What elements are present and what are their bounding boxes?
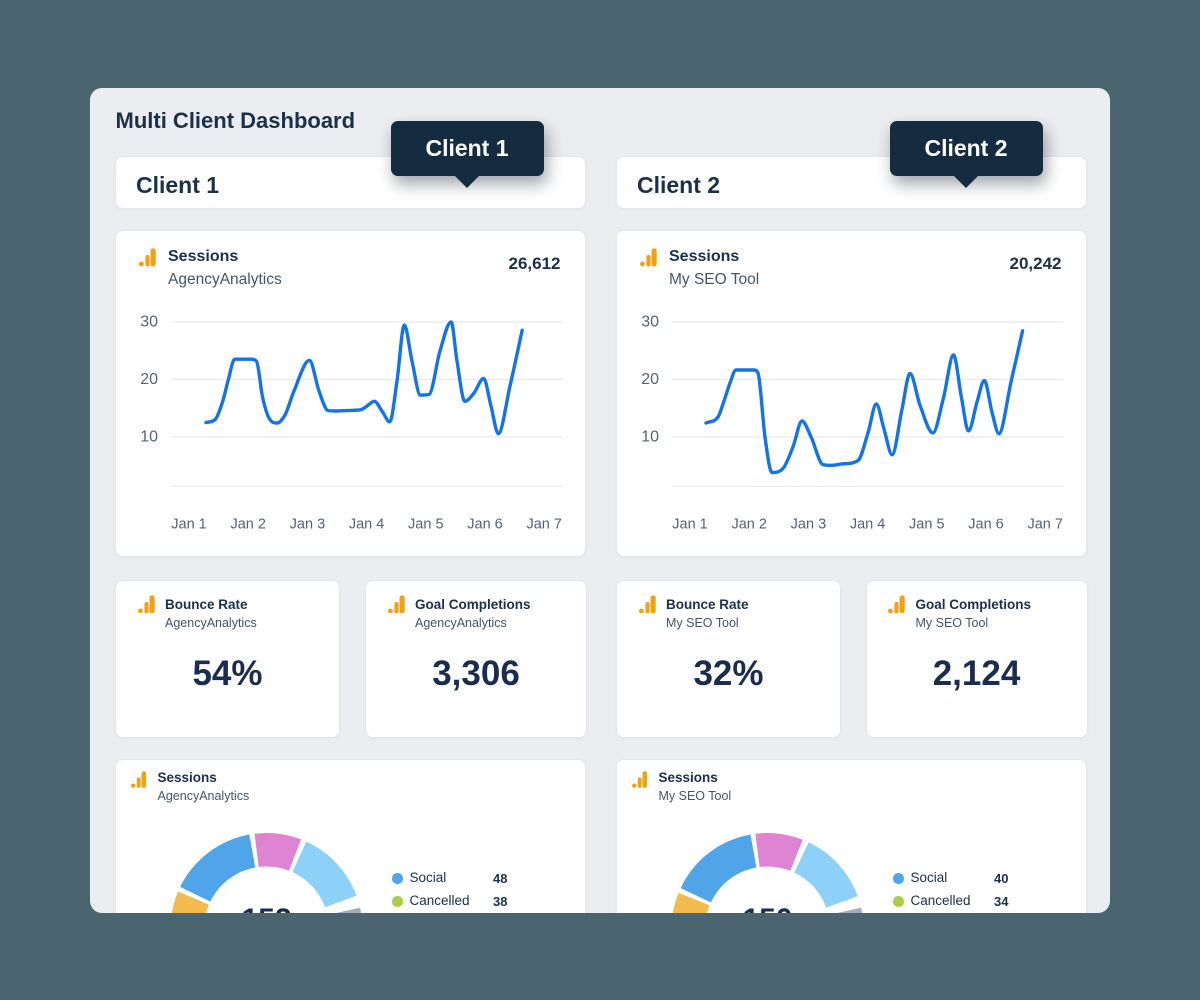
svg-text:Jan 4: Jan 4 bbox=[850, 517, 885, 533]
svg-text:Jan 2: Jan 2 bbox=[230, 517, 265, 533]
svg-text:Jan 2: Jan 2 bbox=[731, 517, 766, 533]
svg-text:30: 30 bbox=[140, 314, 158, 331]
svg-text:Jan 6: Jan 6 bbox=[968, 517, 1003, 533]
svg-text:Jan 3: Jan 3 bbox=[791, 517, 826, 533]
svg-text:Jan 1: Jan 1 bbox=[672, 517, 707, 533]
svg-text:Jan 5: Jan 5 bbox=[909, 517, 944, 533]
svg-text:10: 10 bbox=[641, 429, 659, 446]
svg-text:30: 30 bbox=[641, 314, 659, 331]
svg-text:20: 20 bbox=[641, 371, 659, 388]
svg-text:Jan 5: Jan 5 bbox=[408, 517, 443, 533]
svg-text:10: 10 bbox=[140, 429, 158, 446]
svg-text:Jan 3: Jan 3 bbox=[290, 517, 325, 533]
svg-text:Jan 7: Jan 7 bbox=[526, 517, 561, 533]
svg-text:Jan 7: Jan 7 bbox=[1027, 517, 1062, 533]
svg-text:Jan 1: Jan 1 bbox=[171, 517, 206, 533]
svg-text:20: 20 bbox=[140, 371, 158, 388]
svg-text:Jan 4: Jan 4 bbox=[349, 517, 384, 533]
svg-text:Jan 6: Jan 6 bbox=[467, 517, 502, 533]
